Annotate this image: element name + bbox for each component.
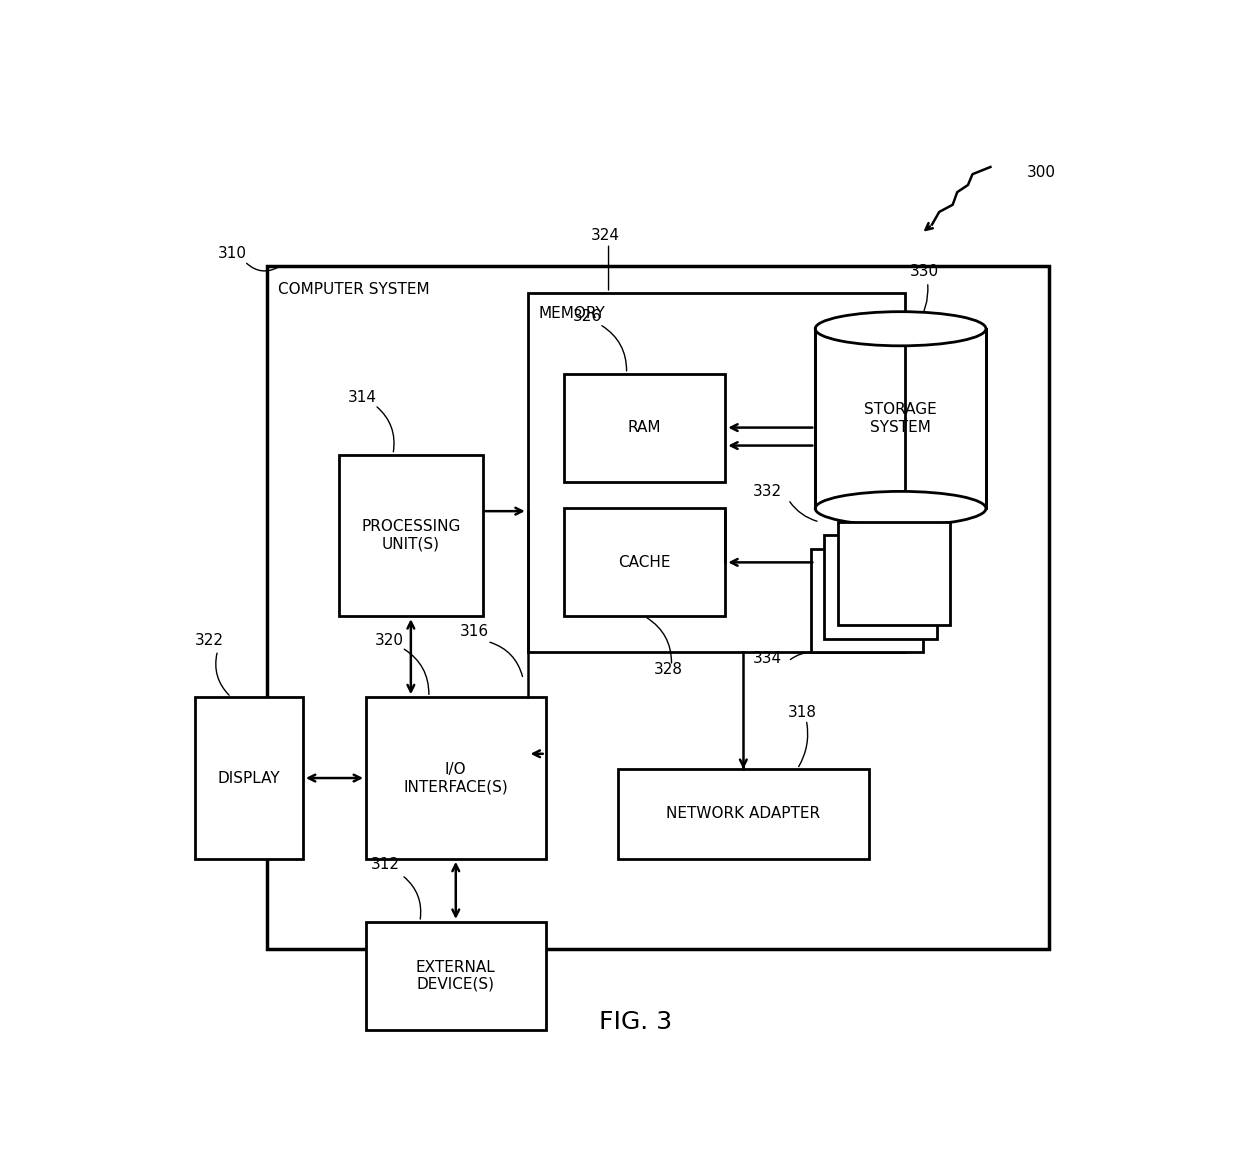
Bar <box>366 922 546 1029</box>
Text: 314: 314 <box>348 390 377 405</box>
Text: 330: 330 <box>910 264 939 279</box>
Bar <box>838 522 950 626</box>
Text: NETWORK ADAPTER: NETWORK ADAPTER <box>666 806 821 822</box>
Text: 312: 312 <box>371 858 399 873</box>
Text: 318: 318 <box>789 705 817 720</box>
Text: 316: 316 <box>460 623 490 638</box>
Text: STORAGE
SYSTEM: STORAGE SYSTEM <box>864 403 937 435</box>
Text: 300: 300 <box>1027 166 1055 181</box>
Bar <box>339 455 482 616</box>
Text: RAM: RAM <box>627 420 661 435</box>
Bar <box>267 266 1049 949</box>
Text: PROCESSING
UNIT(S): PROCESSING UNIT(S) <box>361 519 460 552</box>
Bar <box>825 536 936 638</box>
Text: 332: 332 <box>753 484 781 499</box>
Bar <box>366 697 546 859</box>
Ellipse shape <box>815 491 986 525</box>
Bar <box>815 329 986 509</box>
Text: FIG. 3: FIG. 3 <box>599 1011 672 1034</box>
Text: 328: 328 <box>653 663 682 677</box>
Text: MEMORY: MEMORY <box>538 306 605 321</box>
Bar <box>811 548 923 652</box>
Text: DISPLAY: DISPLAY <box>218 770 280 785</box>
Ellipse shape <box>815 312 986 345</box>
Text: 334: 334 <box>753 651 781 665</box>
Text: CACHE: CACHE <box>619 554 671 569</box>
Text: I/O
INTERFACE(S): I/O INTERFACE(S) <box>403 762 508 795</box>
Bar <box>528 293 905 652</box>
Text: 320: 320 <box>374 633 404 648</box>
Text: 324: 324 <box>590 229 620 244</box>
Bar <box>564 509 725 616</box>
Text: COMPUTER SYSTEM: COMPUTER SYSTEM <box>278 282 429 298</box>
Text: 310: 310 <box>218 246 247 261</box>
Bar <box>618 769 869 859</box>
Text: 326: 326 <box>573 309 601 324</box>
Text: 322: 322 <box>195 633 224 648</box>
Bar <box>195 697 303 859</box>
Bar <box>564 373 725 482</box>
Text: EXTERNAL
DEVICE(S): EXTERNAL DEVICE(S) <box>415 959 496 992</box>
